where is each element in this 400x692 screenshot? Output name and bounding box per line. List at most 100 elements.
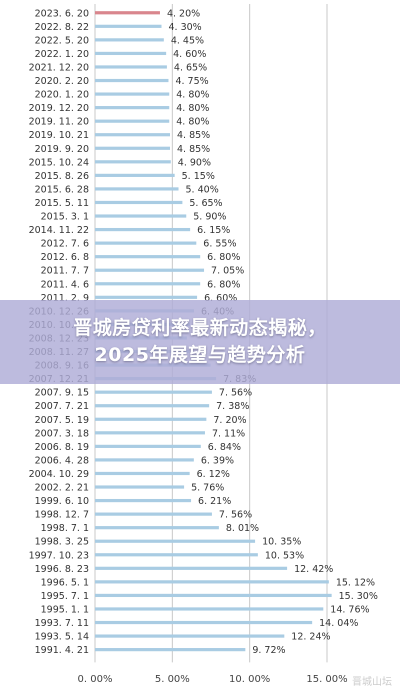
data-label: 6. 60% — [204, 293, 237, 304]
category-label: 2022. 5. 20 — [35, 35, 89, 46]
data-label: 14. 76% — [330, 604, 369, 615]
category-label: 2007. 7. 21 — [35, 401, 89, 412]
category-label: 1998. 12. 7 — [35, 510, 89, 521]
data-label: 4. 30% — [169, 22, 202, 33]
category-label: 2011. 4. 6 — [41, 279, 89, 290]
bar — [95, 200, 183, 205]
category-label: 1996. 8. 23 — [35, 564, 89, 575]
bar — [95, 295, 198, 299]
category-label: 1993. 5. 14 — [35, 632, 89, 643]
data-label: 4. 20% — [167, 8, 200, 19]
data-label: 15. 30% — [339, 591, 378, 602]
data-label: 6. 12% — [197, 469, 230, 480]
category-label: 2022. 1. 20 — [35, 49, 89, 60]
category-label: 2019. 9. 20 — [35, 144, 89, 155]
bar — [95, 417, 207, 421]
category-label: 2011. 7. 7 — [41, 266, 89, 277]
bar — [95, 65, 167, 69]
data-label: 4. 80% — [176, 90, 209, 101]
category-label: 2019. 11. 20 — [29, 117, 89, 128]
category-label: 2023. 6. 20 — [35, 8, 89, 19]
bar — [95, 38, 164, 42]
bar — [95, 580, 329, 584]
x-tick-label: 5. 00% — [155, 674, 190, 685]
bar — [95, 241, 197, 245]
data-label: 7. 38% — [216, 401, 249, 412]
bar — [95, 173, 175, 177]
category-label: 1996. 5. 1 — [41, 577, 89, 588]
category-label: 1998. 3. 25 — [35, 537, 89, 548]
title-overlay-banner: 晋城房贷利率最新动态揭秘， 2025年展望与趋势分析 — [0, 300, 400, 384]
data-label: 5. 76% — [191, 483, 224, 494]
bar — [95, 24, 162, 28]
data-label: 4. 60% — [173, 49, 206, 60]
data-label: 6. 39% — [201, 455, 234, 466]
data-label: 7. 05% — [211, 266, 244, 277]
overlay-title-line-2: 2025年展望与趋势分析 — [94, 344, 306, 366]
data-label: 7. 56% — [219, 510, 252, 521]
bar — [95, 51, 167, 56]
category-label: 2007. 3. 18 — [35, 428, 89, 439]
bar — [95, 431, 205, 435]
data-label: 6. 55% — [203, 239, 236, 250]
data-label: 12. 24% — [291, 632, 330, 643]
bar — [95, 78, 169, 83]
bar — [95, 566, 288, 570]
category-label: 2007. 9. 15 — [35, 388, 89, 399]
bar — [95, 485, 185, 489]
category-label: 1999. 6. 10 — [35, 496, 89, 507]
bar — [95, 512, 212, 516]
data-label: 7. 56% — [219, 388, 252, 399]
category-label: 1995. 7. 1 — [41, 591, 89, 602]
bar — [95, 106, 170, 110]
category-label: 1991. 4. 21 — [35, 645, 89, 656]
category-label: 2015. 5. 11 — [35, 198, 89, 209]
category-label: 2015. 10. 24 — [29, 157, 89, 168]
bar — [95, 404, 210, 408]
bar — [95, 553, 258, 557]
data-label: 6. 15% — [197, 225, 230, 236]
data-label: 9. 72% — [252, 645, 285, 656]
data-label: 12. 42% — [294, 564, 333, 575]
data-label: 4. 80% — [176, 117, 209, 128]
category-label: 2015. 3. 1 — [41, 212, 89, 223]
bar — [95, 390, 212, 394]
x-axis: 0. 00% 5. 00% 10. 00% 15. 00% — [78, 674, 348, 685]
bar — [95, 160, 171, 164]
data-label: 6. 80% — [207, 279, 240, 290]
category-label: 1993. 7. 11 — [35, 618, 89, 629]
category-label: 2014. 11. 22 — [29, 225, 89, 236]
bar — [95, 526, 219, 530]
bar — [95, 146, 171, 150]
category-label: 2020. 1. 20 — [35, 90, 89, 101]
data-label: 5. 65% — [189, 198, 222, 209]
bar — [95, 11, 160, 15]
x-tick-label: 15. 00% — [306, 674, 347, 685]
category-label: 2019. 10. 21 — [29, 130, 89, 141]
data-label: 4. 65% — [174, 62, 207, 73]
bar — [95, 648, 246, 652]
bar — [95, 444, 201, 448]
data-label: 15. 12% — [336, 577, 375, 588]
bar — [95, 119, 170, 123]
data-label: 5. 40% — [186, 184, 219, 195]
data-label: 6. 84% — [208, 442, 241, 453]
bar — [95, 620, 313, 625]
category-label: 2020. 2. 20 — [35, 76, 89, 87]
category-label: 2002. 2. 21 — [35, 483, 89, 494]
category-label: 1997. 10. 23 — [29, 550, 89, 561]
data-label: 10. 53% — [265, 550, 304, 561]
data-label: 4. 85% — [177, 130, 210, 141]
bar — [95, 227, 191, 232]
bar — [95, 214, 187, 218]
category-label: 1995. 1. 1 — [41, 604, 89, 615]
bar — [95, 458, 194, 462]
category-label: 2012. 7. 6 — [41, 239, 89, 250]
data-label: 5. 90% — [193, 212, 226, 223]
bar — [95, 498, 192, 503]
bar — [95, 268, 205, 272]
category-label: 2022. 8. 22 — [35, 22, 89, 33]
data-label: 8. 01% — [226, 523, 259, 534]
category-label: 2006. 8. 19 — [35, 442, 89, 453]
data-label: 4. 80% — [176, 103, 209, 114]
